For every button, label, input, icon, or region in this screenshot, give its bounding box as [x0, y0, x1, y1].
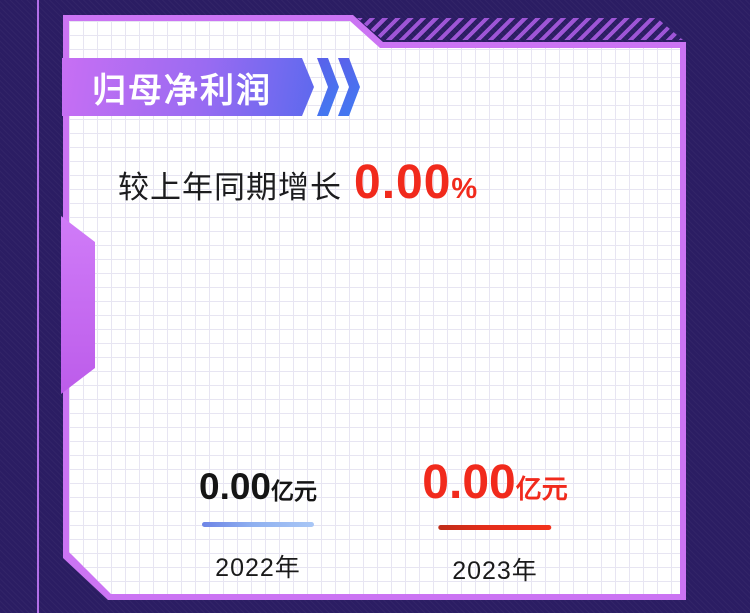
value-2022-unit: 亿元 [271, 478, 318, 504]
growth-value: 0.00 [354, 156, 452, 209]
year-label-2023: 2023年 [452, 557, 538, 586]
growth-unit: % [451, 173, 478, 205]
value-2022-underline [201, 521, 314, 527]
growth-label: 较上年同期增长 [118, 170, 342, 205]
vertical-accent-line [37, 0, 39, 613]
chevron-right-icon [317, 58, 339, 116]
card-grid-panel [69, 21, 680, 594]
value-2022: 0.00亿元 [198, 466, 318, 507]
title-ribbon: 归母净利润 [62, 58, 314, 116]
year-column-2023: 0.00亿元 2023年 [422, 456, 568, 587]
year-column-2022: 0.00亿元 2022年 [198, 466, 318, 584]
value-2023: 0.00亿元 [422, 456, 568, 509]
value-2023-underline [438, 525, 552, 531]
hatch-stripes-decoration [357, 18, 683, 40]
year-label-2022: 2022年 [215, 553, 301, 582]
value-2022-number: 0.00 [198, 466, 272, 507]
value-2023-unit: 亿元 [515, 474, 568, 504]
left-accent-shape [61, 216, 95, 394]
page-title: 归母净利润 [92, 71, 272, 110]
chevron-right-icon [338, 58, 360, 116]
growth-statement: 较上年同期增长 0.00% [118, 155, 477, 210]
value-2023-number: 0.00 [422, 456, 516, 509]
